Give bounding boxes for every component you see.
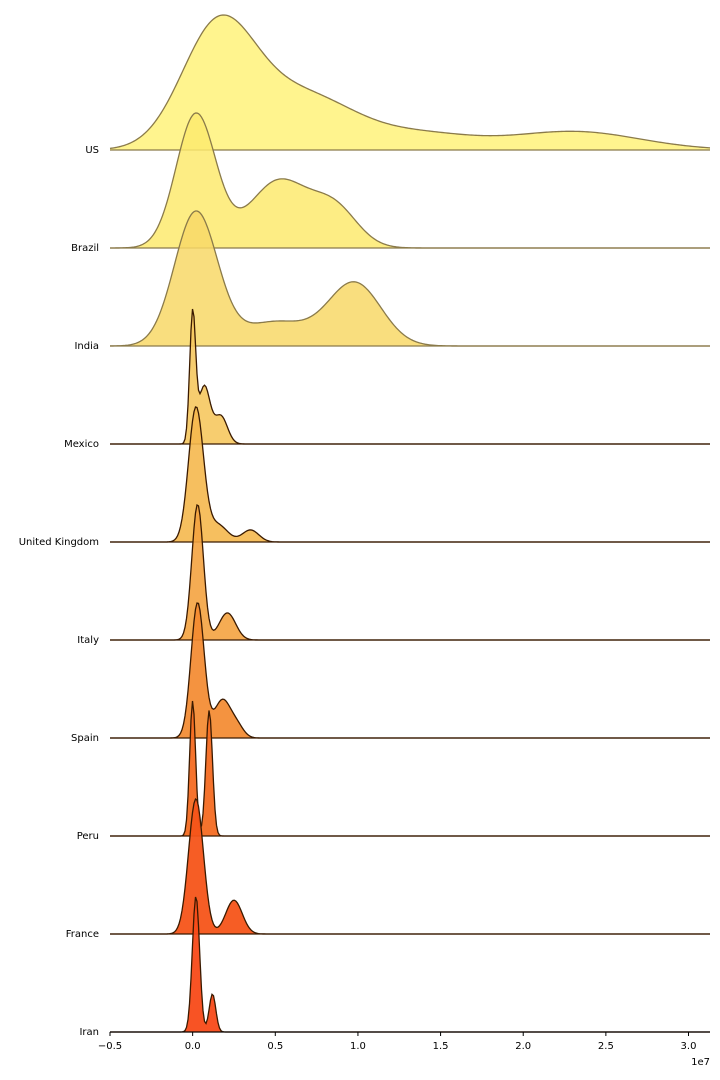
x-tick-label: 3.0: [681, 1041, 697, 1052]
ridge-area: [110, 113, 710, 248]
ridge-area: [110, 211, 710, 346]
row-labels-layer: US Brazil India Mexico United Kingdom Italy Sp…: [19, 145, 99, 1038]
x-tick-label: −0.5: [98, 1041, 122, 1052]
row-label: US: [85, 145, 99, 156]
row-label: India: [74, 341, 99, 352]
ridges-layer: [109, 14, 711, 1033]
x-tick-label: 2.5: [598, 1041, 614, 1052]
x-tick-label: 0.0: [185, 1041, 201, 1052]
x-tick-label: 1.0: [350, 1041, 366, 1052]
ridge-mexico: [110, 308, 710, 445]
x-tick-label: 0.5: [267, 1041, 283, 1052]
ridge-india: [109, 210, 710, 347]
x-axis-offset-label: 1e7: [691, 1057, 710, 1068]
ridge-area: [110, 603, 710, 738]
row-label: Mexico: [64, 439, 99, 450]
x-tick-label: 1.5: [433, 1041, 449, 1052]
row-label: Brazil: [71, 243, 99, 254]
ridge-area: [110, 15, 710, 150]
row-label: Italy: [77, 635, 99, 646]
row-label: Iran: [79, 1027, 99, 1038]
ridge-united-kingdom: [110, 406, 710, 543]
ridge-outline: [109, 14, 711, 150]
ridge-spain: [110, 602, 710, 739]
row-label: Spain: [71, 733, 99, 744]
ridge-france: [110, 797, 710, 935]
x-axis: −0.5 0.0 0.5 1.0 1.5 2.0 2.5 3.0: [98, 1031, 710, 1052]
ridge-italy: [110, 503, 710, 641]
row-label: Peru: [77, 831, 99, 842]
row-label: France: [66, 929, 99, 940]
row-label: United Kingdom: [19, 537, 99, 548]
x-tick-label: 2.0: [515, 1041, 531, 1052]
ridge-peru: [110, 700, 710, 837]
